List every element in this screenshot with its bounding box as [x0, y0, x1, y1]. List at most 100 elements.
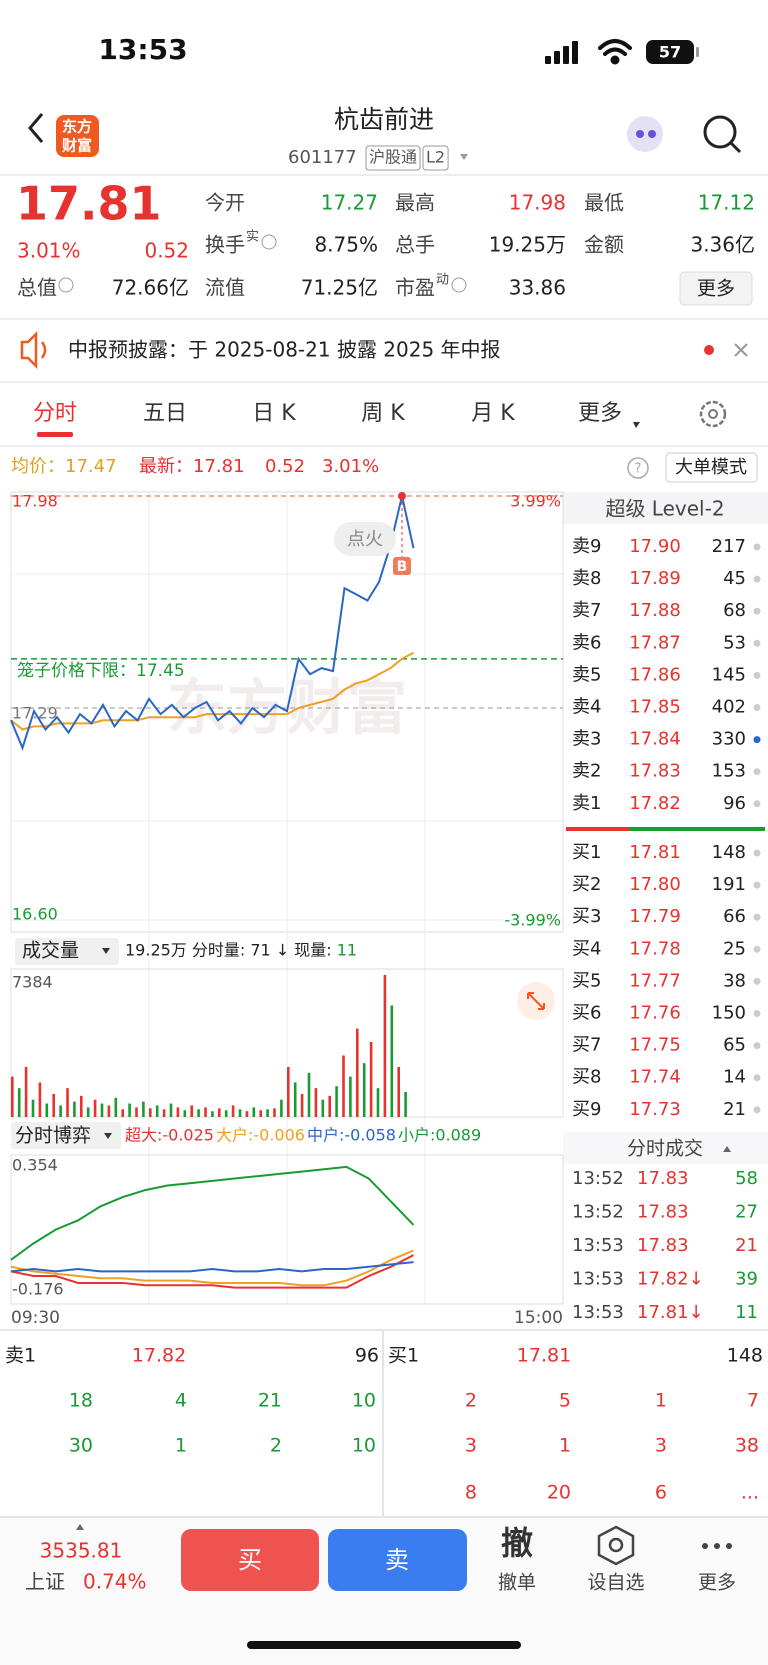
book-volume: 150: [712, 1003, 746, 1024]
info-icon: [451, 277, 467, 293]
book-dot: [753, 1106, 761, 1114]
stock-tag: L2: [426, 148, 445, 167]
volume-bar: [362, 1063, 366, 1117]
volume-bar: [342, 1055, 345, 1117]
field-label: 换手: [205, 233, 245, 257]
back-button[interactable]: [28, 113, 44, 143]
buy-marker-box: [393, 557, 411, 575]
tab[interactable]: 五日: [143, 401, 187, 426]
field-value: 72.66亿: [112, 276, 189, 300]
volume-bar: [280, 1099, 283, 1117]
volume-now: 11: [337, 941, 357, 960]
queue-order: 5: [559, 1390, 571, 1412]
game-line: [10, 1254, 414, 1289]
volume-bar: [328, 1095, 331, 1117]
volume-bar: [224, 1110, 228, 1117]
book-dot: [753, 945, 761, 953]
book-price: 17.84: [629, 729, 681, 750]
book-price: 17.90: [629, 536, 681, 557]
help-mark: ?: [635, 462, 642, 477]
assistant-icon[interactable]: [627, 116, 663, 152]
queue-price: 17.82: [132, 1345, 186, 1367]
volume-bar: [238, 1109, 242, 1117]
cage-label: 笼子价格下限：17.45: [17, 661, 185, 681]
book-price: 17.80: [629, 874, 681, 895]
change-pct: 3.01%: [17, 239, 81, 263]
book-price: 17.74: [629, 1067, 681, 1088]
volume-bar: [218, 1108, 221, 1117]
more-label: 更多: [698, 1572, 736, 1594]
assistant-eye: [636, 130, 644, 138]
trade-price: 17.82↓: [637, 1269, 704, 1290]
ignite-label: 点火: [347, 529, 383, 550]
trade-volume: 21: [735, 1235, 758, 1256]
field-value: 71.25亿: [301, 276, 378, 300]
volume-selector-box[interactable]: [15, 938, 119, 965]
volume-bar: [107, 1105, 111, 1117]
settings-icon[interactable]: [699, 400, 727, 428]
book-level: 卖4: [572, 697, 601, 718]
tab[interactable]: 分时: [33, 401, 77, 426]
volume-bar: [190, 1105, 193, 1117]
buy-button[interactable]: [181, 1529, 319, 1591]
selector-arrow: [104, 1133, 112, 1139]
mode-button[interactable]: [665, 452, 758, 483]
more-button-label: 更多: [697, 278, 735, 300]
dropdown-arrow[interactable]: [460, 154, 468, 160]
book-dot: [753, 607, 761, 615]
tab[interactable]: 周 K: [361, 401, 405, 426]
book-dot: [753, 1074, 761, 1082]
book-dot: [753, 704, 761, 711]
help-icon[interactable]: [627, 457, 649, 479]
volume-bar: [197, 1109, 200, 1117]
book-volume: 191: [712, 874, 746, 895]
expand-index[interactable]: [76, 1524, 84, 1530]
queue-order: 3: [465, 1435, 477, 1457]
book-price: 17.87: [629, 632, 681, 653]
info-icon: [261, 234, 277, 250]
stock-name: 杭齿前进: [334, 105, 434, 134]
book-level: 买8: [572, 1067, 601, 1088]
book-price: 17.76: [629, 1003, 681, 1024]
volume-bar: [100, 1103, 104, 1117]
volume-bar: [231, 1105, 235, 1117]
more-button[interactable]: [679, 271, 753, 306]
book-volume: 217: [712, 536, 746, 557]
book-dot: [753, 768, 761, 776]
tab[interactable]: 月 K: [471, 401, 515, 426]
volume-bar: [211, 1111, 214, 1117]
ratio-bar-buy: [629, 827, 765, 831]
sell-button[interactable]: [328, 1529, 467, 1591]
volume-bar: [128, 1103, 131, 1117]
book-volume: 148: [712, 842, 746, 863]
close-button[interactable]: [734, 343, 748, 357]
cancel-icon: 撤: [501, 1524, 533, 1562]
book-level: 买2: [572, 874, 601, 895]
pct-label: 3.99%: [510, 492, 561, 511]
book-volume: 330: [712, 729, 746, 750]
volume-bar: [73, 1101, 76, 1117]
queue-order: 1: [655, 1390, 667, 1412]
volume-bar: [135, 1107, 138, 1117]
tab[interactable]: 日 K: [252, 401, 296, 426]
book-price: 17.88: [629, 600, 681, 621]
watch-icon[interactable]: [597, 1525, 635, 1566]
volume-bar: [66, 1088, 69, 1117]
book-dot: [753, 849, 761, 857]
field-label: 金额: [584, 233, 624, 257]
game-selector-box[interactable]: [11, 1122, 121, 1149]
tab[interactable]: 更多: [578, 401, 622, 426]
book-level: 买9: [572, 1099, 601, 1120]
volume-bar: [176, 1107, 180, 1117]
search-icon[interactable]: [703, 115, 737, 149]
index-pct: 0.74%: [83, 1570, 147, 1594]
stock-code: 601177: [288, 147, 357, 168]
book-volume: 14: [723, 1067, 746, 1088]
battery-icon: [646, 40, 694, 64]
trades-title: 分时成交: [627, 1138, 703, 1160]
latest-pct: 3.01%: [322, 456, 379, 477]
book-dot: [753, 639, 761, 647]
game-tick-label: 0.354: [12, 1156, 58, 1175]
book-price: 17.79: [629, 906, 681, 927]
